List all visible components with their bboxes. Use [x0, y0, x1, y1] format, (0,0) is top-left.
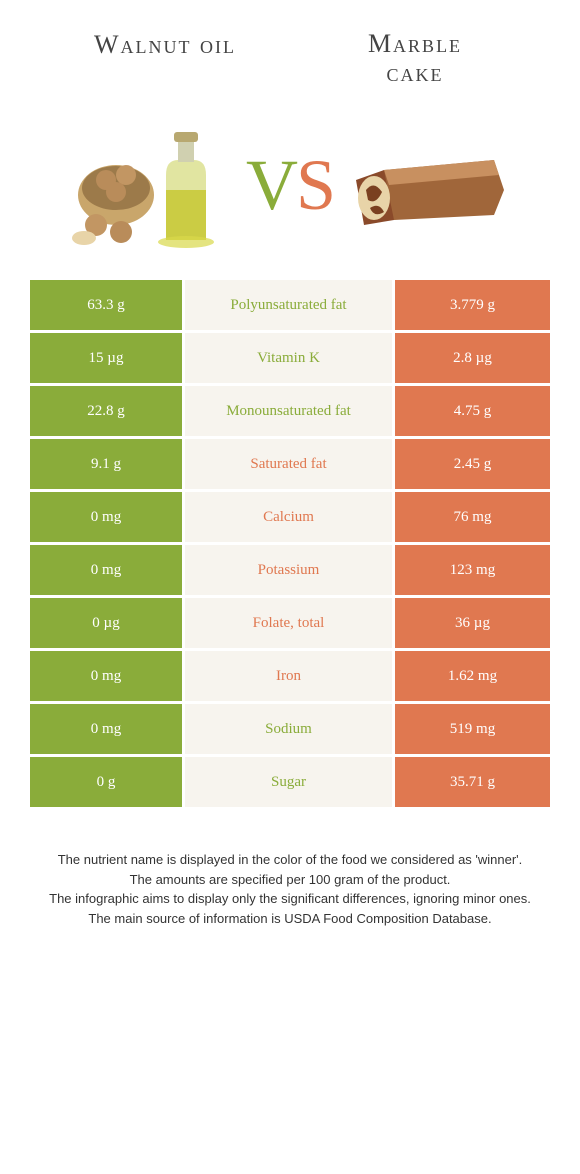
right-value-cell: 1.62 mg	[395, 651, 550, 704]
nutrient-table: 63.3 gPolyunsaturated fat3.779 g15 µgVit…	[30, 280, 550, 810]
footer-notes: The nutrient name is displayed in the co…	[40, 850, 540, 928]
table-row: 0 mgSodium519 mg	[30, 704, 550, 757]
nutrient-label-cell: Vitamin K	[185, 333, 395, 386]
nutrient-label-cell: Polyunsaturated fat	[185, 280, 395, 333]
nutrient-label-cell: Sugar	[185, 757, 395, 810]
right-value-cell: 4.75 g	[395, 386, 550, 439]
left-value-cell: 0 mg	[30, 704, 185, 757]
right-title-line1: Marble	[368, 29, 462, 58]
right-value-cell: 35.71 g	[395, 757, 550, 810]
left-food-title: Walnut oil	[40, 30, 290, 60]
right-value-cell: 519 mg	[395, 704, 550, 757]
left-value-cell: 0 mg	[30, 651, 185, 704]
nutrient-label-cell: Sodium	[185, 704, 395, 757]
left-value-cell: 15 µg	[30, 333, 185, 386]
left-value-cell: 63.3 g	[30, 280, 185, 333]
footer-line-2: The amounts are specified per 100 gram o…	[40, 870, 540, 890]
footer-line-3: The infographic aims to display only the…	[40, 889, 540, 909]
marble-cake-image	[344, 120, 514, 250]
vs-s: S	[296, 144, 334, 227]
left-value-cell: 9.1 g	[30, 439, 185, 492]
footer-line-1: The nutrient name is displayed in the co…	[40, 850, 540, 870]
table-row: 63.3 gPolyunsaturated fat3.779 g	[30, 280, 550, 333]
right-value-cell: 2.45 g	[395, 439, 550, 492]
nutrient-label-cell: Iron	[185, 651, 395, 704]
table-row: 0 mgIron1.62 mg	[30, 651, 550, 704]
table-row: 22.8 gMonounsaturated fat4.75 g	[30, 386, 550, 439]
marble-cake-icon	[344, 120, 514, 250]
left-value-cell: 0 µg	[30, 598, 185, 651]
nutrient-label-cell: Folate, total	[185, 598, 395, 651]
footer-line-4: The main source of information is USDA F…	[40, 909, 540, 929]
vs-label: VS	[246, 144, 334, 227]
nutrient-label-cell: Monounsaturated fat	[185, 386, 395, 439]
right-title-line2: cake	[387, 58, 444, 87]
table-row: 0 gSugar35.71 g	[30, 757, 550, 810]
left-value-cell: 0 mg	[30, 492, 185, 545]
right-food-title: Marble cake	[290, 30, 540, 87]
table-row: 0 mgPotassium123 mg	[30, 545, 550, 598]
hero-row: VS	[0, 110, 580, 280]
table-row: 0 mgCalcium76 mg	[30, 492, 550, 545]
vs-v: V	[246, 144, 296, 227]
walnut-oil-image	[66, 120, 236, 250]
walnut-oil-icon	[66, 120, 236, 250]
right-value-cell: 36 µg	[395, 598, 550, 651]
right-value-cell: 2.8 µg	[395, 333, 550, 386]
nutrient-label-cell: Saturated fat	[185, 439, 395, 492]
left-value-cell: 22.8 g	[30, 386, 185, 439]
table-row: 9.1 gSaturated fat2.45 g	[30, 439, 550, 492]
comparison-header: Walnut oil Marble cake	[0, 0, 580, 110]
nutrient-label-cell: Potassium	[185, 545, 395, 598]
nutrient-label-cell: Calcium	[185, 492, 395, 545]
table-row: 0 µgFolate, total36 µg	[30, 598, 550, 651]
right-value-cell: 3.779 g	[395, 280, 550, 333]
right-value-cell: 123 mg	[395, 545, 550, 598]
table-row: 15 µgVitamin K2.8 µg	[30, 333, 550, 386]
right-value-cell: 76 mg	[395, 492, 550, 545]
left-value-cell: 0 mg	[30, 545, 185, 598]
left-value-cell: 0 g	[30, 757, 185, 810]
